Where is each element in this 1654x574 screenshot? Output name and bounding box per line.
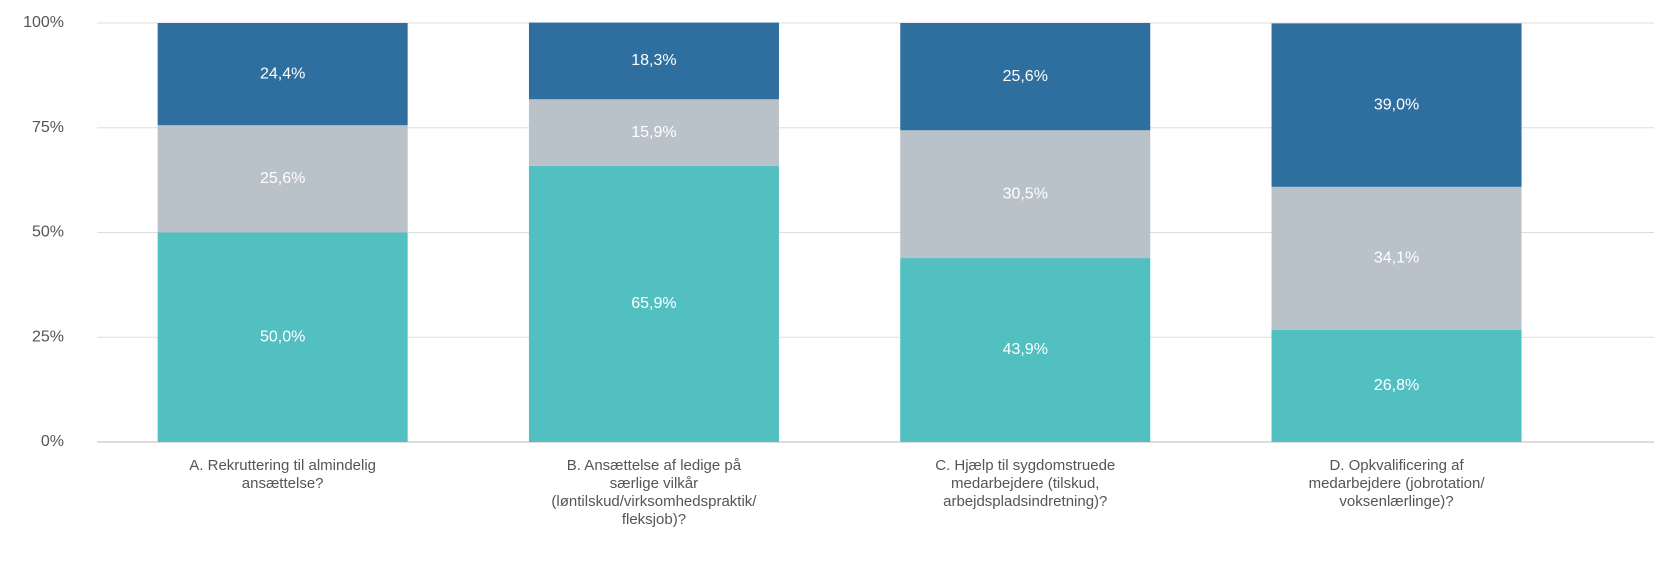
bar-segment <box>528 99 779 166</box>
x-tick-label: C. Hjælp til sygdomstruede <box>935 457 1115 474</box>
bar-segment <box>528 22 779 100</box>
bar-segment <box>900 130 1151 259</box>
bar-segment <box>1271 186 1522 330</box>
x-tick-label: medarbejdere (jobrotation/ <box>1309 475 1486 492</box>
bar-segment <box>157 23 408 126</box>
value-label: 65,9% <box>631 295 676 312</box>
value-label: 43,9% <box>1003 341 1048 358</box>
bar-segment <box>157 232 408 442</box>
x-tick-label: A. Rekruttering til almindelig <box>189 457 376 474</box>
x-tick-label: arbejdspladsindretning)? <box>943 493 1107 510</box>
x-tick-label: D. Opkvalificering af <box>1329 457 1464 474</box>
value-label: 30,5% <box>1003 185 1048 202</box>
bar-segment <box>1271 23 1522 187</box>
x-tick-label: (løntilskud/virksomhedspraktik/ <box>551 493 757 510</box>
y-tick-label: 0% <box>41 433 64 450</box>
y-tick-label: 25% <box>32 328 64 345</box>
value-label: 25,6% <box>1003 68 1048 85</box>
value-label: 50,0% <box>260 328 305 345</box>
value-label: 34,1% <box>1374 249 1419 266</box>
x-tick-label: voksenlærlinge)? <box>1339 493 1453 510</box>
x-tick-label: B. Ansættelse af ledige på <box>567 457 742 474</box>
x-tick-label: fleksjob)? <box>622 511 686 528</box>
y-tick-label: 75% <box>32 119 64 136</box>
value-label: 15,9% <box>631 124 676 141</box>
y-tick-label: 100% <box>23 14 64 31</box>
bar-segment <box>900 23 1151 131</box>
value-label: 39,0% <box>1374 96 1419 113</box>
value-label: 26,8% <box>1374 377 1419 394</box>
bar-segment <box>1271 329 1522 442</box>
value-label: 18,3% <box>631 52 676 69</box>
bar-segment <box>157 125 408 233</box>
bar-segment <box>528 165 779 442</box>
value-label: 25,6% <box>260 170 305 187</box>
x-tick-label: ansættelse? <box>242 475 324 492</box>
x-tick-label: medarbejdere (tilskud, <box>951 475 1099 492</box>
x-tick-label: særlige vilkår <box>610 475 698 492</box>
value-label: 24,4% <box>260 65 305 82</box>
y-tick-label: 50% <box>32 224 64 241</box>
bar-segment <box>900 258 1151 442</box>
